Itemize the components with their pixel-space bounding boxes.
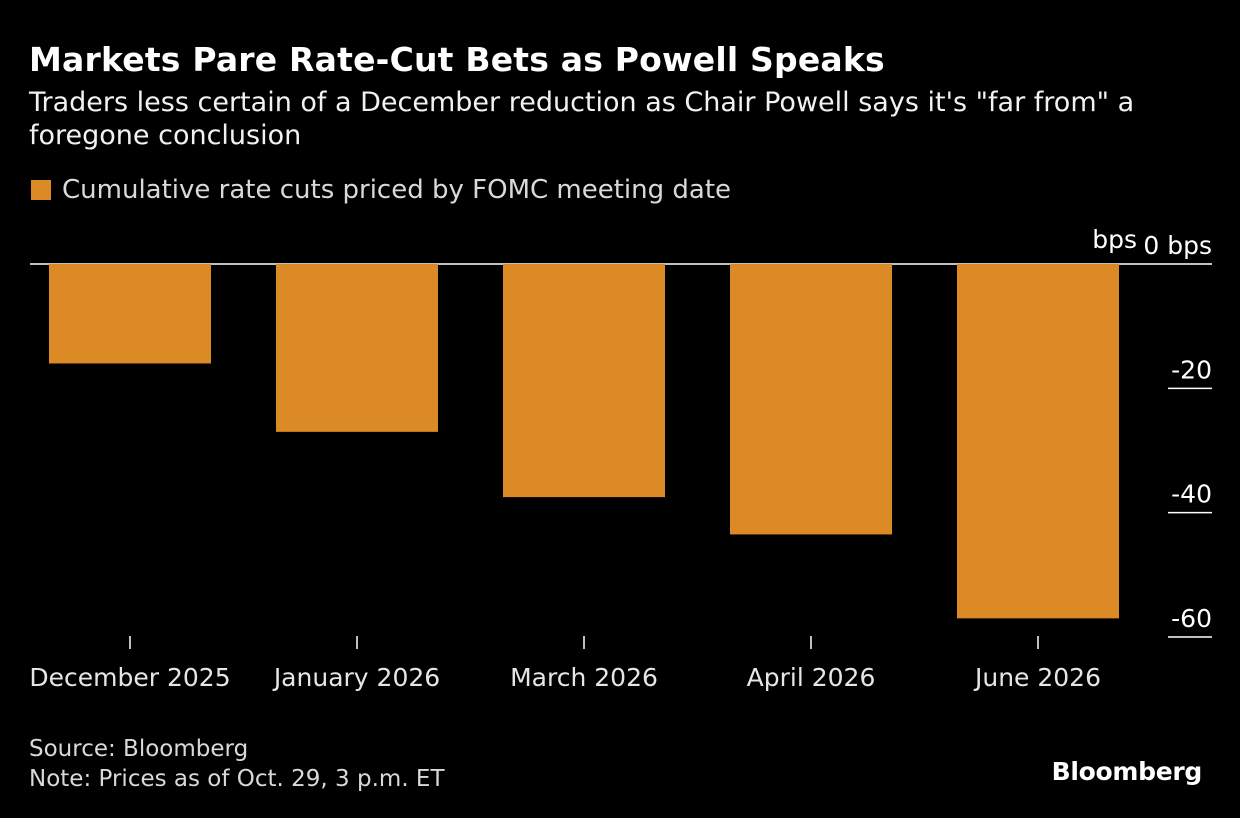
bar [276, 264, 438, 432]
bar [957, 264, 1119, 619]
bloomberg-logo: Bloomberg [1051, 757, 1203, 786]
x-tick-label: June 2026 [973, 663, 1101, 692]
y-tick-label: -40 [1171, 480, 1212, 509]
bar [49, 264, 211, 364]
x-axis: December 2025 January 2026 March 2026 April… [29, 636, 1101, 692]
note-text: Note: Prices as of Oct. 29, 3 p.m. ET [29, 766, 445, 792]
x-tick-label: March 2026 [510, 663, 658, 692]
legend-label: Cumulative rate cuts priced by FOMC meet… [62, 175, 732, 205]
chart-title: Markets Pare Rate-Cut Bets as Powell Spe… [29, 40, 885, 79]
x-tick-label: April 2026 [747, 663, 876, 692]
y-tick-label: -60 [1171, 604, 1212, 633]
y-tick-label: 0 bps [1143, 231, 1212, 260]
source-text: Source: Bloomberg [29, 736, 249, 762]
y-tick-label: -20 [1171, 355, 1212, 384]
y-axis: 0 bps -20 -40 -60 bps [1092, 225, 1212, 633]
bars [49, 264, 1119, 619]
legend: Cumulative rate cuts priced by FOMC meet… [31, 175, 731, 205]
y-unit-label: bps [1092, 225, 1137, 254]
x-tick-label: January 2026 [272, 663, 440, 692]
chart-subtitle: Traders less certain of a December reduc… [29, 87, 1135, 151]
legend-swatch [31, 180, 51, 200]
bar [503, 264, 665, 498]
x-tick-label: December 2025 [29, 663, 230, 692]
bar [730, 264, 892, 535]
footer-notes: Source: Bloomberg Note: Prices as of Oct… [29, 734, 445, 794]
